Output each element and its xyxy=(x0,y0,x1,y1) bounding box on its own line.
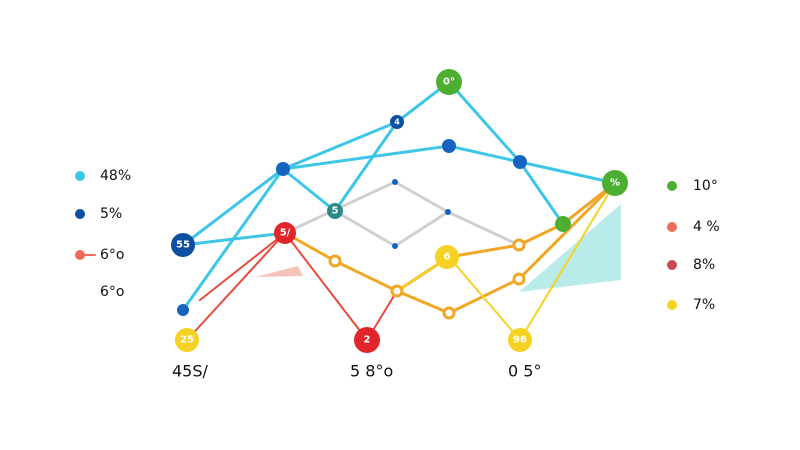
node-label: 4 xyxy=(394,118,400,127)
legend-label: 7% xyxy=(693,297,715,313)
plain-nodes xyxy=(177,139,571,316)
legend-label: 48% xyxy=(100,168,131,184)
node-label: 6 xyxy=(444,252,451,263)
legend-label: 8% xyxy=(693,257,715,273)
gray-lines xyxy=(283,180,521,248)
legend-label: 5% xyxy=(100,206,122,222)
node-label: 0° xyxy=(443,77,455,88)
labeled-nodes xyxy=(171,69,628,353)
node-label: 2 xyxy=(364,335,371,346)
node-label: 55 xyxy=(176,240,190,251)
node-label: 5 xyxy=(332,206,339,217)
legend-dots xyxy=(75,171,677,310)
legend-label: 6°o xyxy=(100,284,124,300)
node-label: 96 xyxy=(513,335,527,346)
legend-label: 4 % xyxy=(693,219,720,235)
bottom-label: 45S/ xyxy=(172,362,209,381)
shapes xyxy=(75,69,677,353)
node-label: 5/ xyxy=(280,228,291,239)
pink-shape xyxy=(255,266,303,277)
bottom-label: 0 5° xyxy=(508,362,541,381)
bottom-label: 5 8°o xyxy=(350,362,393,381)
teal-shape xyxy=(519,204,621,292)
texts: 48% 5% 6°o 6°o 10° 4 % 8% 7% 45S/ 5 8°o … xyxy=(100,77,720,381)
red-lines xyxy=(186,232,398,341)
node-label: 25 xyxy=(180,335,194,346)
legend-label: 6°o xyxy=(100,247,124,263)
legend-label: 10° xyxy=(693,178,718,194)
node-label: % xyxy=(610,178,620,189)
orange-rings xyxy=(328,238,526,320)
